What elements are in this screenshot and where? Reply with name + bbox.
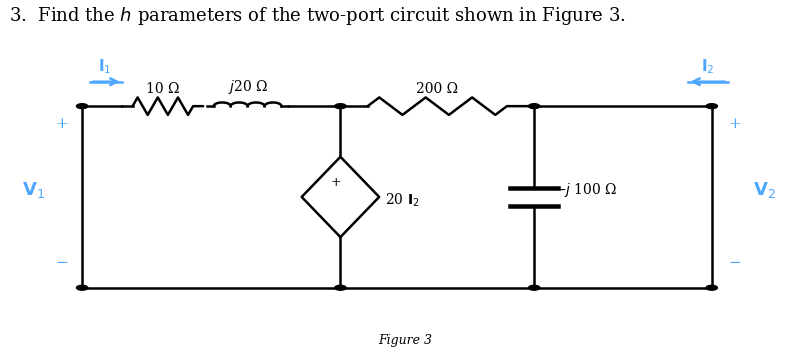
Text: 20 $\mathbf{I}_2$: 20 $\mathbf{I}_2$ bbox=[385, 192, 420, 209]
Text: $\mathbf{I}_2$: $\mathbf{I}_2$ bbox=[701, 58, 714, 76]
Text: +: + bbox=[56, 117, 68, 131]
Text: $\mathbf{V}_1$: $\mathbf{V}_1$ bbox=[22, 180, 45, 200]
Text: 200 Ω: 200 Ω bbox=[416, 82, 458, 96]
Circle shape bbox=[528, 285, 539, 290]
Text: −: − bbox=[728, 256, 740, 270]
Text: $\mathbf{V}_2$: $\mathbf{V}_2$ bbox=[752, 180, 776, 200]
Circle shape bbox=[76, 104, 87, 109]
Text: $j$20 Ω: $j$20 Ω bbox=[228, 78, 267, 96]
Circle shape bbox=[335, 285, 346, 290]
Circle shape bbox=[76, 285, 87, 290]
Circle shape bbox=[335, 104, 346, 109]
Circle shape bbox=[706, 285, 718, 290]
Text: −: − bbox=[56, 256, 68, 270]
Text: $\mathbf{I}_1$: $\mathbf{I}_1$ bbox=[98, 58, 112, 76]
Circle shape bbox=[706, 104, 718, 109]
Text: Figure 3: Figure 3 bbox=[378, 334, 432, 347]
Text: −$j$ 100 Ω: −$j$ 100 Ω bbox=[554, 181, 618, 199]
Text: +: + bbox=[728, 117, 740, 131]
Circle shape bbox=[528, 104, 539, 109]
Text: +: + bbox=[331, 176, 342, 189]
Text: 3.  Find the $h$ parameters of the two-port circuit shown in Figure 3.: 3. Find the $h$ parameters of the two-po… bbox=[10, 5, 626, 27]
Text: 10 Ω: 10 Ω bbox=[146, 82, 180, 96]
